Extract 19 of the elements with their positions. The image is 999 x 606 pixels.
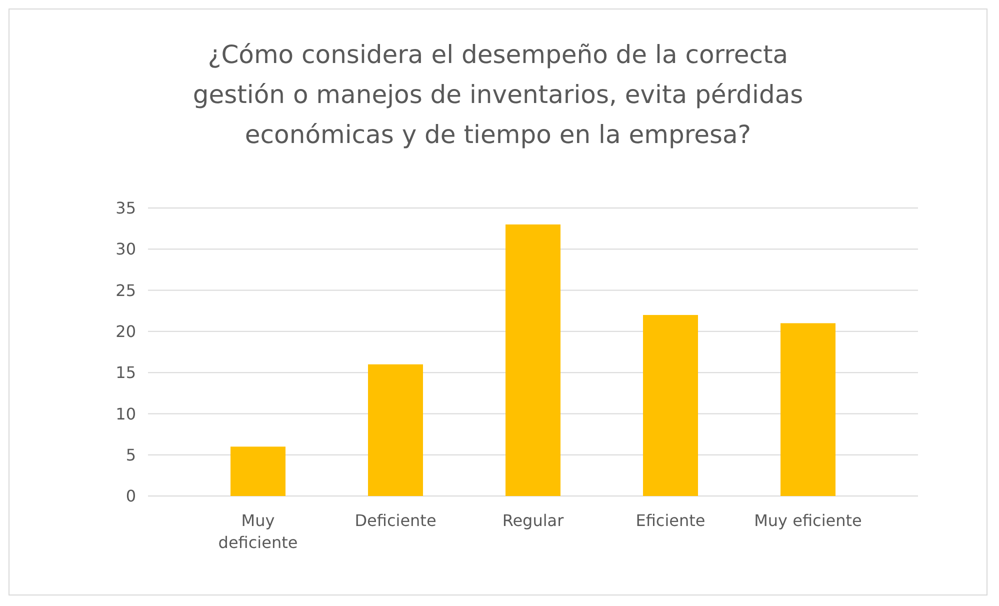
y-tick-label: 35 [116, 198, 136, 218]
y-tick-label: 25 [116, 280, 136, 300]
x-tick-label: Eficiente [636, 511, 706, 530]
x-tick-label: Regular [502, 511, 564, 530]
y-tick-label: 5 [126, 445, 136, 464]
y-tick-label: 0 [126, 486, 136, 506]
y-tick-label: 15 [116, 363, 136, 382]
bar [780, 323, 836, 496]
x-tick-label: Muy deficiente [218, 511, 298, 552]
chart-title: ¿Cómo considera el desempeño de la correcta gestión o manejos de inventarios, evita pérdidas económicas y de tiempo en la empresa? [192, 40, 804, 149]
x-tick-label: Deficiente [354, 511, 436, 530]
bar [368, 364, 423, 496]
y-tick-label: 10 [116, 404, 136, 424]
bar [506, 224, 560, 496]
y-tick-label: 20 [116, 322, 136, 342]
bar [230, 446, 286, 496]
x-tick-label: Muy eficiente [754, 511, 862, 530]
bar [643, 314, 698, 496]
y-tick-label: 30 [116, 240, 136, 259]
